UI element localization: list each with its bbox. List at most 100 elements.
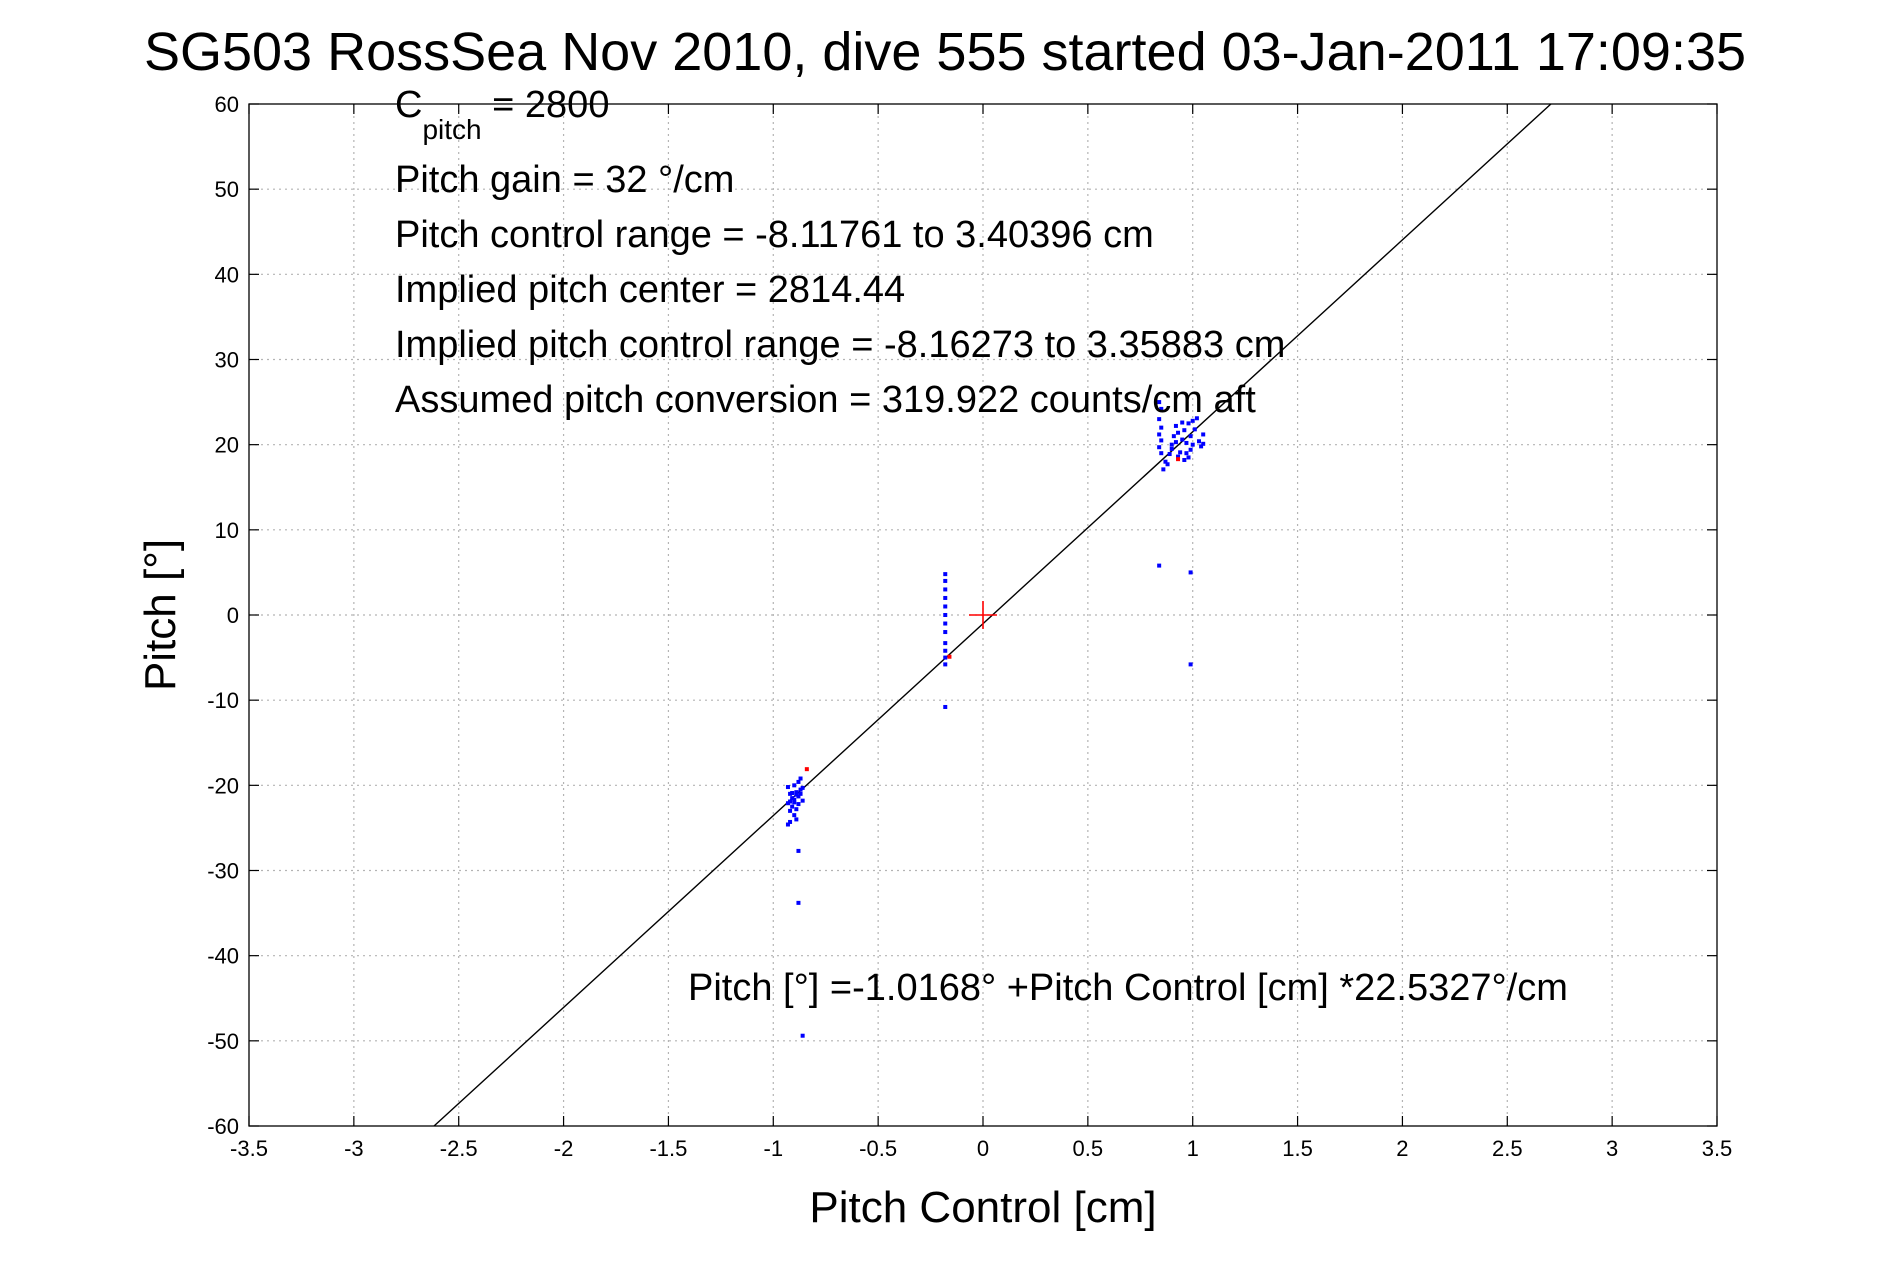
data-point [790, 796, 795, 801]
x-axis-label: Pitch Control [cm] [809, 1183, 1156, 1232]
data-point [1169, 442, 1174, 447]
y-tick-label: 60 [215, 92, 239, 117]
x-tick-label: 1.5 [1282, 1136, 1313, 1161]
data-point [943, 704, 948, 709]
data-point [794, 817, 799, 822]
data-point [943, 613, 948, 617]
data-point [798, 791, 803, 796]
data-point [1157, 445, 1162, 450]
data-point [796, 848, 801, 853]
data-point [943, 578, 948, 583]
data-point [798, 787, 803, 792]
y-tick-label: -30 [207, 859, 239, 884]
annotation-block: Cpitch = 2800 Pitch gain = 32 °/cm Pitch… [395, 84, 1568, 1009]
data-point [790, 790, 795, 795]
x-tick-label: -3.5 [230, 1136, 268, 1161]
data-point [792, 783, 797, 788]
data-point [1184, 451, 1189, 456]
data-point [1157, 432, 1162, 437]
data-point [796, 794, 801, 799]
data-point [792, 800, 797, 805]
data-point [1201, 441, 1206, 446]
data-point [1192, 427, 1197, 432]
data-point [788, 799, 793, 804]
y-tick-label: 20 [215, 433, 239, 458]
y-tick-label: 10 [215, 518, 239, 543]
data-point [1176, 454, 1181, 459]
outlier-point [1176, 457, 1181, 462]
c-pitch-main: C [395, 84, 422, 126]
y-tick-label: -50 [207, 1029, 239, 1054]
data-point [1159, 438, 1164, 443]
data-point [790, 804, 795, 809]
data-point [1188, 570, 1193, 575]
x-tick-label: 1 [1187, 1136, 1199, 1161]
data-point [1178, 450, 1183, 455]
data-point [1159, 451, 1164, 456]
data-point [1171, 434, 1176, 439]
x-tick-label: -2.5 [440, 1136, 478, 1161]
data-point [800, 798, 805, 803]
data-point [1197, 439, 1202, 444]
data-point [794, 807, 799, 812]
implied-pitch-center-annotation: Implied pitch center = 2814.44 [395, 269, 905, 311]
x-tick-label: -1 [764, 1136, 784, 1161]
tick-layer: -3.5 -3 -2.5 -2 -1.5 -1 -0.5 0 0.5 1 1.5 2 2.5 3 3.5 60… [207, 92, 1732, 1161]
data-point [1186, 421, 1191, 426]
x-tick-label: 0 [977, 1136, 989, 1161]
y-tick-label: 0 [227, 603, 239, 628]
data-point [943, 587, 948, 592]
data-point [1161, 467, 1166, 472]
data-point [1165, 462, 1170, 467]
data-point [1190, 442, 1195, 447]
data-point [1163, 459, 1168, 464]
y-tick-label: -20 [207, 773, 239, 798]
data-point [1169, 446, 1174, 451]
assumed-pitch-conversion-annotation: Assumed pitch conversion = 319.922 count… [395, 379, 1256, 421]
data-point [794, 792, 799, 797]
data-point [1157, 417, 1162, 422]
data-point [800, 785, 805, 790]
x-tick-label: 3 [1606, 1136, 1618, 1161]
data-point [1188, 434, 1193, 439]
data-point [1188, 662, 1193, 667]
outlier-point [947, 654, 952, 659]
data-point [1167, 452, 1172, 457]
data-point [1173, 423, 1178, 428]
y-axis-label: Pitch [°] [136, 539, 185, 691]
data-point [788, 791, 793, 796]
x-tick-label: 3.5 [1702, 1136, 1733, 1161]
data-point [796, 802, 801, 807]
pitch-gain-annotation: Pitch gain = 32 °/cm [395, 159, 734, 201]
x-tick-label: -2 [554, 1136, 574, 1161]
outlier-point [804, 767, 809, 772]
data-point [1184, 440, 1189, 445]
data-point [943, 630, 948, 635]
data-point [1157, 400, 1162, 405]
data-point-layer [785, 400, 1206, 1038]
data-point [943, 648, 948, 653]
data-point [1188, 447, 1193, 452]
data-point [788, 819, 793, 824]
data-point [943, 621, 948, 626]
data-point [1157, 563, 1162, 568]
data-point [943, 641, 948, 646]
data-point [788, 808, 793, 813]
data-point [1194, 416, 1199, 421]
x-tick-label: 2.5 [1492, 1136, 1523, 1161]
data-point [785, 822, 790, 827]
data-point [792, 813, 797, 818]
data-point [800, 1033, 805, 1038]
pitch-control-range-annotation: Pitch control range = -8.11761 to 3.4039… [395, 214, 1154, 256]
data-point [785, 785, 790, 790]
data-point [1176, 430, 1181, 435]
data-point [1173, 440, 1178, 445]
y-tick-label: -10 [207, 688, 239, 713]
data-point [1186, 455, 1191, 460]
data-point [1201, 432, 1206, 437]
data-point [1199, 444, 1204, 449]
x-tick-label: -1.5 [649, 1136, 687, 1161]
data-point [1182, 457, 1187, 462]
y-tick-label: -40 [207, 944, 239, 969]
